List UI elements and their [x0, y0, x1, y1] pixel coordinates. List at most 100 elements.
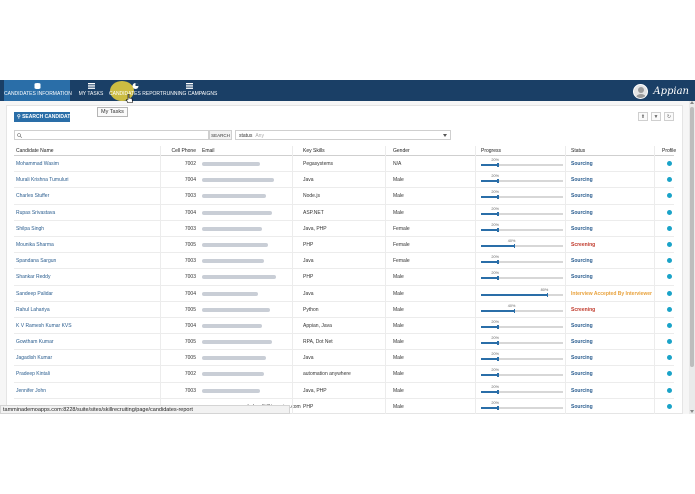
progress-fill — [481, 342, 498, 345]
progress-track — [481, 292, 563, 297]
gender: N/A — [393, 161, 402, 167]
candidate-name-link[interactable]: Jagadish Kumar — [16, 355, 53, 362]
search-icon: ⚲ — [17, 114, 23, 120]
status-badge: Screening — [571, 241, 596, 248]
profile-info-icon[interactable] — [662, 339, 676, 346]
candidate-name-link[interactable]: Shilpa Singh — [16, 225, 45, 232]
scroll-thumb[interactable] — [690, 107, 694, 367]
scroll-down-icon[interactable] — [690, 410, 694, 413]
header-progress[interactable]: Progress — [481, 148, 502, 154]
status-badge: Sourcing — [571, 161, 593, 167]
candidate-name-link[interactable]: Spandana Sargun — [16, 258, 57, 265]
candidate-name-link[interactable]: Rupas Srivastava — [16, 209, 56, 216]
header-gender[interactable]: Gender — [393, 148, 410, 154]
candidate-name-link[interactable]: K V Ramesh Kumar KVS — [16, 322, 72, 329]
progress-track — [481, 324, 563, 329]
profile-info-icon[interactable] — [662, 274, 676, 281]
search-candidates-button[interactable]: ⚲ SEARCH CANDIDATES — [14, 112, 77, 122]
profile-info-icon[interactable] — [662, 306, 676, 314]
profile-info-icon[interactable] — [662, 193, 676, 200]
profile-info-icon[interactable] — [662, 403, 676, 411]
progress-track — [481, 243, 563, 248]
candidate-name-link[interactable]: Charles Stuffer — [16, 193, 50, 200]
profile-info-icon[interactable] — [662, 209, 676, 217]
header-profile: Profile — [662, 148, 676, 154]
progress-bar: 20% — [481, 320, 569, 331]
filter-icon[interactable]: ▼ — [651, 112, 661, 121]
candidate-name-link[interactable]: Shankar Reddy — [16, 274, 51, 281]
progress-fill — [481, 212, 498, 215]
hand-cursor-icon — [126, 94, 133, 103]
profile-info-icon[interactable] — [662, 177, 676, 184]
cell-phone: 7002 — [184, 161, 196, 167]
progress-track — [481, 227, 563, 232]
progress-track — [481, 405, 563, 410]
status-filter-value: Any — [255, 133, 264, 139]
candidate-name-link[interactable]: Gowtham Kumar — [16, 339, 54, 346]
email-redacted — [202, 258, 298, 265]
progress-track — [481, 373, 563, 378]
search-button[interactable]: SEARCH — [209, 130, 232, 140]
profile-info-icon[interactable] — [662, 161, 676, 168]
progress-bar: 20% — [481, 255, 569, 266]
cell-phone: 7004 — [184, 290, 196, 297]
profile-info-icon[interactable] — [662, 387, 676, 395]
header-status[interactable]: Status — [571, 148, 586, 154]
tab-label: MY TASKS — [78, 91, 104, 97]
email-redacted — [202, 226, 298, 233]
progress-fill — [481, 228, 498, 231]
progress-fill — [481, 390, 498, 393]
gender: Male — [393, 193, 404, 200]
gender: Male — [393, 403, 404, 410]
candidate-name-link[interactable]: Murali Krishna Tumuluri — [16, 177, 69, 184]
email-redacted — [202, 323, 298, 330]
header-cell-phone[interactable]: Cell Phone — [171, 148, 196, 154]
key-skills: Python — [303, 306, 319, 313]
candidate-name-link[interactable]: Pradeep Kintali — [16, 371, 50, 378]
progress-bar: 20% — [481, 158, 569, 169]
export-icon[interactable]: ⬆ — [638, 112, 648, 121]
email-redacted — [202, 161, 298, 168]
browser-status-url: tamminademoapps.com:8228/suite/sites/ski… — [0, 405, 290, 414]
candidate-name-link[interactable]: Rahul Lahariya — [16, 306, 50, 313]
header-email[interactable]: Email — [202, 148, 215, 154]
table-header: Candidate Name Cell Phone Email Key Skil… — [14, 146, 676, 156]
email-redacted — [202, 355, 298, 362]
tab-candidates-information[interactable]: CANDIDATES INFORMATION — [4, 80, 72, 101]
candidates-table: Candidate Name Cell Phone Email Key Skil… — [14, 146, 676, 414]
profile-info-icon[interactable] — [662, 225, 676, 233]
candidate-name-link[interactable]: Sandeep Palidar — [16, 290, 53, 297]
profile-info-icon[interactable] — [662, 290, 676, 298]
profile-info-icon[interactable] — [662, 241, 676, 249]
profile-info-icon[interactable] — [662, 355, 676, 362]
candidate-name-link[interactable]: Mounika Sharma — [16, 241, 54, 248]
list-icon — [185, 83, 193, 89]
email-redacted — [202, 210, 298, 217]
tab-my-tasks[interactable]: MY TASKS — [76, 80, 106, 101]
tab-running-campaigns[interactable]: RUNNING CAMPAIGNS — [163, 80, 217, 101]
refresh-icon[interactable]: ↻ — [664, 112, 674, 121]
header-candidate-name[interactable]: Candidate Name — [16, 148, 54, 154]
profile-info-icon[interactable] — [662, 322, 676, 330]
gender: Male — [393, 355, 404, 362]
status-badge: Sourcing — [571, 387, 593, 394]
column-divider — [565, 146, 566, 414]
candidate-name-link[interactable]: Jennifer John — [16, 387, 47, 394]
cell-phone: 7004 — [184, 177, 196, 184]
candidates-panel: ⚲ SEARCH CANDIDATES ⬆ ▼ ↻ SEARCH status A… — [6, 105, 683, 414]
vertical-scrollbar[interactable] — [689, 101, 695, 414]
progress-knob — [497, 389, 499, 394]
profile-info-icon[interactable] — [662, 258, 676, 265]
profile-info-icon[interactable] — [662, 371, 676, 378]
progress-track — [481, 341, 563, 346]
status-filter-select[interactable]: status Any — [235, 130, 451, 140]
email-redacted — [202, 242, 298, 249]
user-avatar[interactable] — [633, 83, 649, 99]
progress-fill — [481, 309, 514, 312]
header-key-skills[interactable]: Key Skills — [303, 148, 325, 154]
scroll-up-icon[interactable] — [690, 101, 694, 104]
search-input[interactable] — [14, 130, 209, 140]
tab-candidates-report[interactable]: CANDIDATES REPORT — [109, 80, 163, 101]
candidate-name-link[interactable]: Mohammad Wasim — [16, 161, 59, 167]
key-skills: Java — [303, 355, 314, 362]
